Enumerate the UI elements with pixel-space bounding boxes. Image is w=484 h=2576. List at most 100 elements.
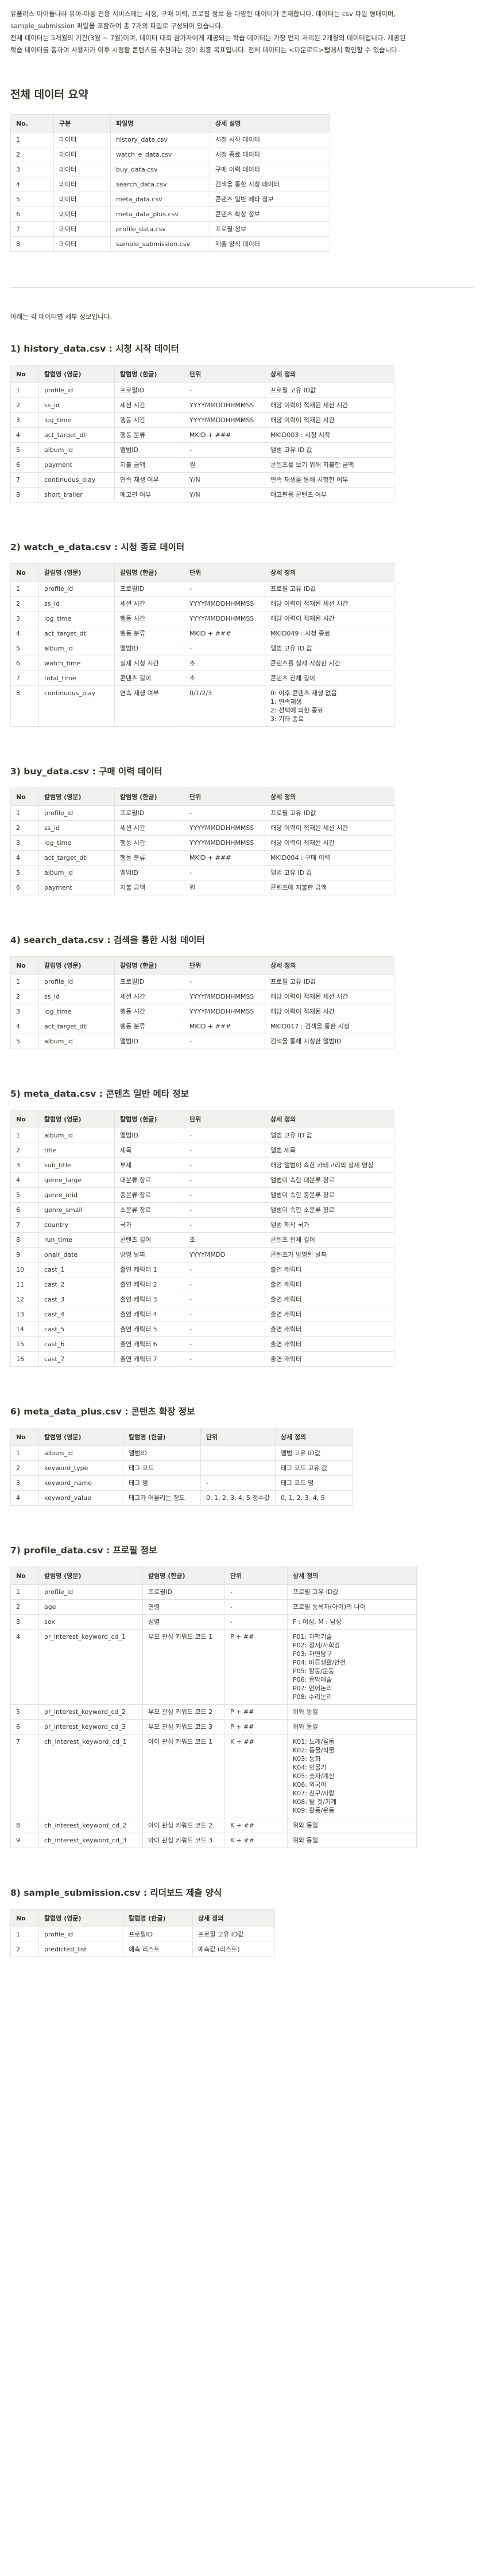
table-cell: 1	[10, 1927, 39, 1942]
table-cell: search_data.csv	[110, 177, 210, 192]
table-cell: 초	[184, 1232, 265, 1248]
table-row: 12 cast_3 출연 캐릭터 3- 출연 캐릭터	[10, 1292, 394, 1307]
table-cell: 6	[10, 656, 39, 671]
table-cell: 2	[10, 1460, 39, 1476]
section-title: 5) meta_data.csv : 콘텐츠 일반 메타 정보	[10, 1089, 189, 1099]
table-cell: Y/N	[184, 472, 265, 488]
table-cell: 0, 1, 2, 3, 4, 5 정수값	[200, 1490, 276, 1506]
table-cell: 5	[10, 1187, 39, 1203]
table-cell: F : 여성, M : 남성	[287, 1614, 417, 1630]
table-cell: 세션 시간	[114, 989, 184, 1004]
table-cell: YYYYMMDDHHMMSS	[184, 1004, 265, 1019]
table-cell: -	[184, 1034, 265, 1049]
table-cell: total_time	[38, 671, 115, 686]
table-cell: 7	[10, 472, 39, 488]
table-cell: pr_interest_keyword_cd_2	[38, 1704, 143, 1720]
table-cell: 부모 관심 키워드 코드 2	[142, 1704, 225, 1720]
table-cell: 7	[10, 1734, 39, 1818]
table-cell: profile_id	[38, 805, 115, 821]
table-cell: 8	[10, 1818, 39, 1833]
table-cell: 해당 이력이 적재된 시간	[265, 412, 394, 428]
table-cell: 6	[10, 880, 39, 895]
table-cell: 프로필ID	[114, 383, 184, 398]
table-cell: 지불 금액	[114, 880, 184, 895]
table-cell: 출연 캐릭터	[265, 1336, 394, 1352]
table-cell: MKID + ###	[184, 427, 265, 443]
table-cell: 콘텐츠 길이	[114, 671, 184, 686]
column-header: 칼럼명 (영문)	[38, 563, 115, 582]
table-row: 3 keyword_name 태그 명 - 태그 코드 명	[10, 1475, 353, 1491]
table-cell: 예고편용 콘텐츠 여부	[265, 487, 394, 502]
table-cell: 6	[10, 1202, 39, 1218]
table-cell: -	[184, 1336, 265, 1352]
column-header: 칼럼명 (한글)	[114, 788, 184, 806]
table-cell: 3	[10, 1475, 39, 1491]
table-cell: -	[184, 1322, 265, 1337]
table-row: 9 onair_date 방영 날짜 YYYYMMDD 콘텐츠가 방영된 날짜	[10, 1247, 394, 1262]
table-cell: 출연 캐릭터 1	[114, 1262, 184, 1277]
table-row: 1 profile_id 프로필ID - 프로필 고유 ID값	[10, 805, 394, 821]
table-row: 16 cast_7 출연 캐릭터 7- 출연 캐릭터	[10, 1351, 394, 1367]
detail-lead: 아래는 각 데이터별 세부 정보입니다.	[10, 313, 112, 321]
table-cell: 출연 캐릭터 5	[114, 1322, 184, 1337]
table-cell: age	[38, 1599, 143, 1615]
table-cell: -	[184, 1143, 265, 1158]
table-cell: -	[184, 974, 265, 989]
table-cell: 5	[10, 865, 39, 880]
table-cell: K + ##	[224, 1833, 288, 1848]
table-cell: 구매 이력 데이터	[210, 162, 330, 177]
table-cell: run_time	[38, 1232, 115, 1248]
table-cell: 3	[10, 835, 39, 851]
table-cell: ss_id	[38, 397, 115, 413]
table-cell: -	[184, 1292, 265, 1307]
table-cell: 프로필ID	[142, 1584, 225, 1600]
column-header: 상세 정의	[265, 563, 394, 582]
table-cell: ss_id	[38, 820, 115, 836]
table-cell: 아이 관심 키워드 코드 3	[142, 1833, 225, 1848]
table-cell: 6	[10, 1719, 39, 1735]
table-cell	[200, 1460, 276, 1476]
section-table: No 칼럼명 (영문) 칼럼명 (한글) 단위 상세 정의 1 profile_id 프로필I…	[10, 365, 394, 502]
column-header: 단위	[184, 563, 265, 582]
table-cell: 출연 캐릭터 6	[114, 1336, 184, 1352]
table-cell: 5	[10, 192, 54, 207]
table-cell: log_time	[38, 835, 115, 851]
table-row: 6 데이터 meta_data_plus.csv 콘텐츠 확장 정보	[10, 206, 330, 222]
table-cell: 2	[10, 596, 39, 611]
table-cell: -	[184, 1187, 265, 1203]
table-cell: 앨범ID	[114, 1034, 184, 1049]
table-row: 3 log_time 행동 시간 YYYYMMDDHHMMSS 해당 이력이 적재된 시…	[10, 412, 394, 428]
column-header: 칼럼명 (영문)	[38, 956, 115, 975]
table-row: 8 continuous_play 연속 재생 여부 0/1/2/3 0: 이후 콘텐츠…	[10, 685, 394, 727]
table-cell: 데이터	[53, 177, 111, 192]
table-cell: 데이터	[53, 221, 111, 237]
table-cell: 출연 캐릭터 2	[114, 1277, 184, 1292]
table-cell: log_time	[38, 1004, 115, 1019]
table-row: 1 profile_id 프로필ID - 프로필 고유 ID값	[10, 974, 394, 989]
table-cell: 출연 캐릭터	[265, 1307, 394, 1322]
table-cell: 태그가 어울리는 정도	[123, 1490, 201, 1506]
column-header: No	[10, 788, 39, 806]
table-cell: 출연 캐릭터 4	[114, 1307, 184, 1322]
table-cell: album_id	[38, 865, 115, 880]
table-row: 4 act_target_dtl 행동 분류 MKID + ### MKID017 : …	[10, 1019, 394, 1034]
table-cell: MKID049 : 시청 종료	[265, 626, 394, 641]
table-cell: 4	[10, 626, 39, 641]
intro-line: 전체 데이터는 5개월의 기간(3월 ~ 7월)이며, 데이터 대회 참가자에게…	[10, 34, 406, 42]
table-cell: buy_data.csv	[110, 162, 210, 177]
table-cell: 5	[10, 442, 39, 458]
table-row: 5 album_id 앨범ID - 앨범 고유 ID 값	[10, 865, 394, 880]
table-row: 7 country 국가 - 앨범 제작 국가	[10, 1217, 394, 1233]
table-cell: 8	[10, 236, 54, 252]
data-section: 6) meta_data_plus.csv : 콘텐츠 확장 정보 No 칼럼명 (…	[10, 1405, 474, 1506]
table-cell: 앨범이 속한 중분류 장르	[265, 1187, 394, 1203]
table-cell: 아이 관심 키워드 코드 1	[142, 1734, 225, 1818]
column-header: 상세 정의	[265, 1110, 394, 1128]
table-cell: 출연 캐릭터 7	[114, 1351, 184, 1367]
table-cell: 3	[10, 1614, 39, 1630]
table-cell: 10	[10, 1262, 39, 1277]
table-row: 2 데이터 watch_e_data.csv 시청 종료 데이터	[10, 147, 330, 162]
table-cell: 검색을 통해 시청한 앨범ID	[265, 1034, 394, 1049]
table-row: 3 log_time 행동 시간 YYYYMMDDHHMMSS 해당 이력이 적재된 시…	[10, 835, 394, 851]
table-cell: -	[224, 1584, 288, 1600]
